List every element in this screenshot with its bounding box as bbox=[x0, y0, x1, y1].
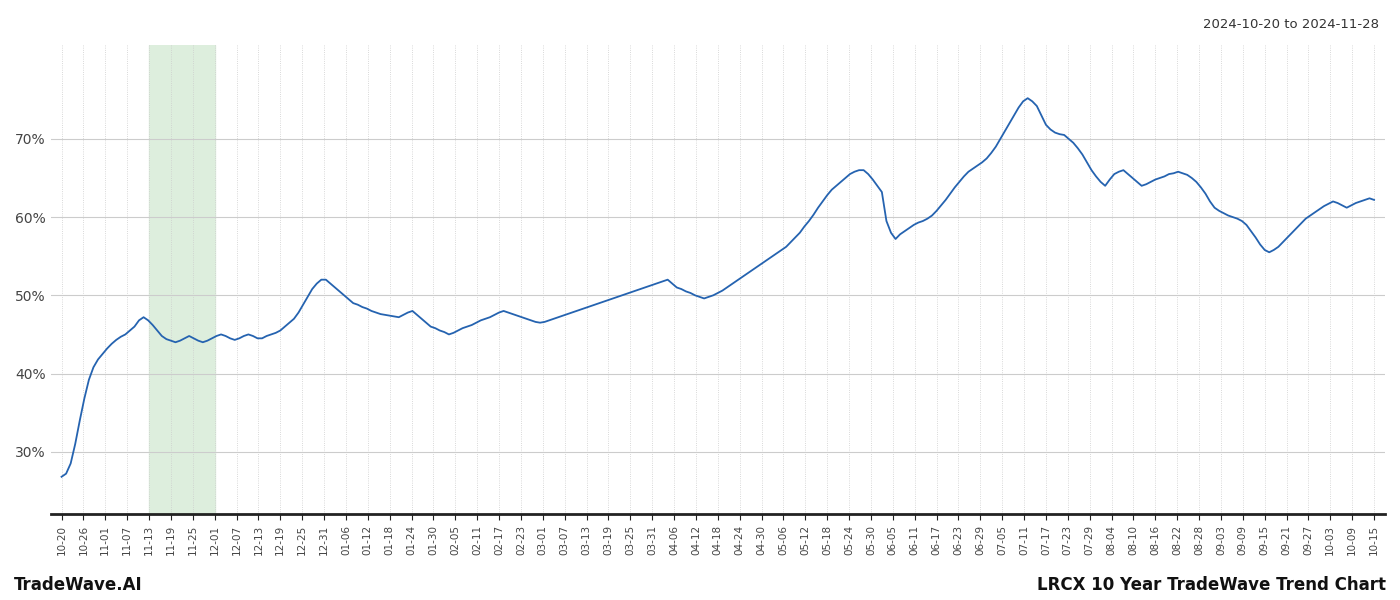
Text: 2024-10-20 to 2024-11-28: 2024-10-20 to 2024-11-28 bbox=[1203, 18, 1379, 31]
Text: LRCX 10 Year TradeWave Trend Chart: LRCX 10 Year TradeWave Trend Chart bbox=[1037, 576, 1386, 594]
Text: TradeWave.AI: TradeWave.AI bbox=[14, 576, 143, 594]
Bar bbox=[148, 45, 214, 514]
